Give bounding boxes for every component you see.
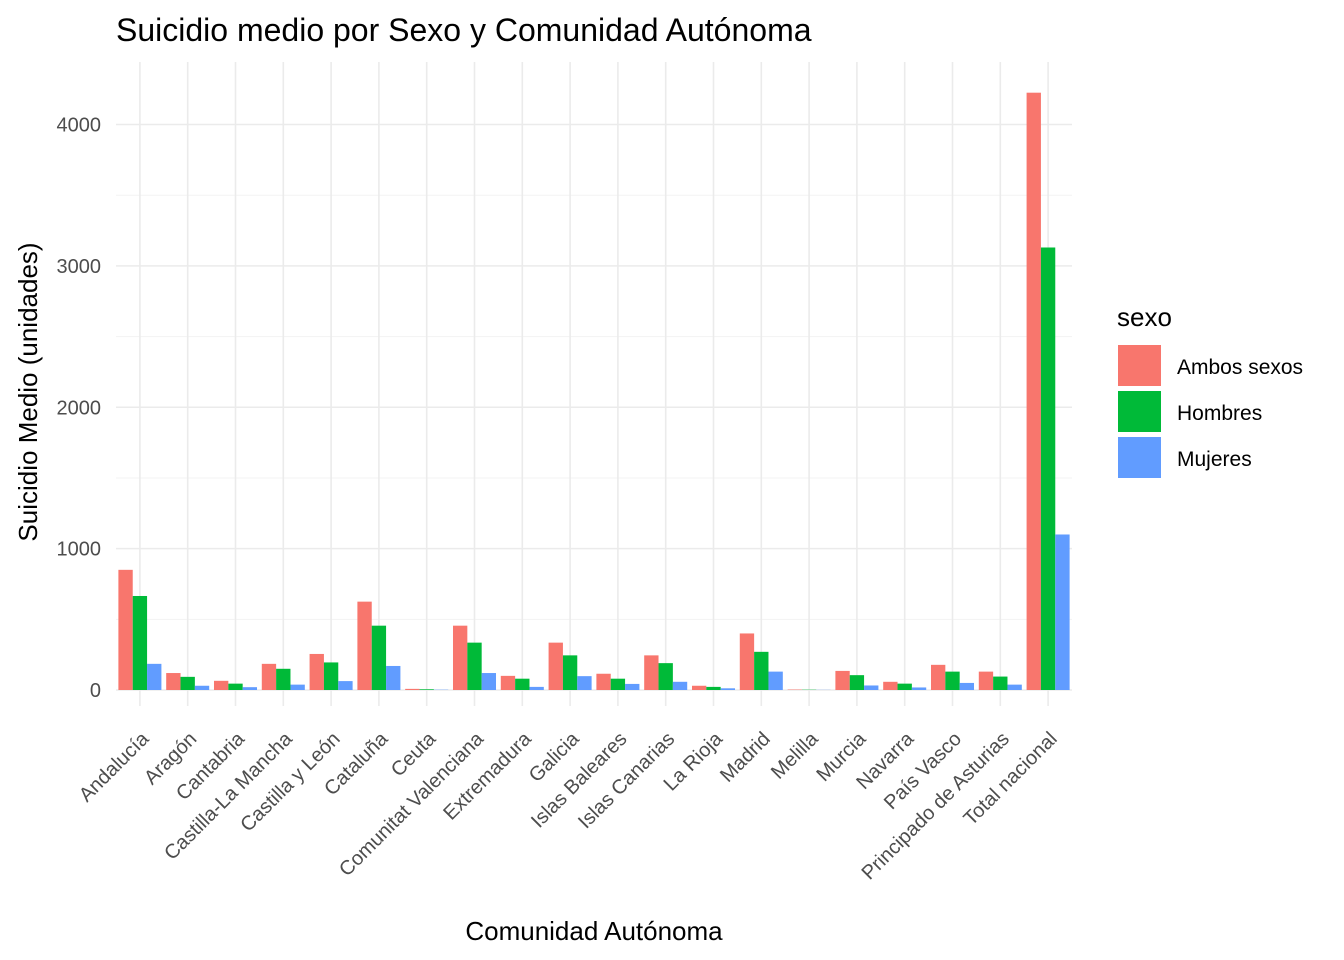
bar — [529, 686, 544, 690]
legend-swatch — [1118, 437, 1161, 478]
y-axis-ticks: 0 1000 2000 3000 4000 — [57, 115, 102, 703]
legend: sexo Ambos sexos Hombres Mujeres — [1117, 302, 1303, 478]
bar — [147, 663, 162, 690]
bar — [166, 673, 181, 690]
bar — [883, 681, 898, 690]
bar — [754, 651, 769, 690]
bar — [691, 685, 707, 690]
y-tick-label: 0 — [90, 680, 101, 702]
bar — [548, 642, 563, 690]
bar — [911, 687, 927, 690]
legend-swatch — [1118, 345, 1161, 386]
bar — [194, 685, 210, 690]
bar — [849, 675, 865, 690]
bar — [242, 687, 258, 690]
bar — [309, 653, 324, 690]
legend-swatch — [1118, 391, 1161, 432]
bar — [658, 663, 673, 690]
bar — [261, 663, 277, 690]
bar — [500, 675, 516, 690]
bar — [720, 688, 736, 690]
bar — [405, 688, 420, 690]
grid-lines — [116, 62, 1072, 706]
bar — [577, 676, 592, 690]
bar — [213, 680, 229, 690]
bar — [739, 633, 755, 690]
y-tick-label: 1000 — [57, 539, 102, 561]
bar — [945, 671, 960, 690]
y-axis-title: Suicidio Medio (unidades) — [13, 242, 43, 541]
bar — [228, 683, 243, 690]
bar — [562, 655, 578, 690]
bar — [897, 683, 912, 690]
bar — [1007, 684, 1022, 690]
bar — [515, 678, 530, 690]
bar — [323, 662, 339, 690]
x-tick-label: Melilla — [767, 727, 823, 783]
bar — [118, 569, 133, 690]
bar — [596, 673, 611, 690]
x-tick-label: Andalucía — [75, 727, 154, 806]
bar — [338, 681, 353, 690]
bar — [930, 664, 946, 690]
bar — [993, 676, 1008, 690]
chart-title: Suicidio medio por Sexo y Comunidad Autó… — [116, 12, 812, 48]
bar — [706, 686, 721, 690]
x-axis-title: Comunidad Autónoma — [465, 916, 723, 946]
bar — [864, 685, 879, 690]
bar — [672, 681, 688, 690]
bar — [452, 625, 468, 690]
bar — [610, 678, 626, 690]
legend-title: sexo — [1117, 302, 1172, 332]
bar — [768, 671, 783, 690]
bar — [1055, 534, 1070, 690]
bar — [386, 665, 401, 690]
bar — [467, 642, 482, 690]
x-tick-label: Madrid — [716, 728, 775, 787]
bar — [625, 683, 640, 690]
bar — [357, 601, 372, 690]
bar — [371, 625, 387, 690]
bar — [481, 673, 497, 690]
bar — [978, 671, 994, 690]
bar — [180, 676, 195, 690]
bar — [290, 684, 305, 690]
bar — [276, 668, 291, 690]
bar — [835, 670, 850, 690]
legend-label: Mujeres — [1177, 448, 1252, 471]
legend-label: Hombres — [1177, 402, 1262, 425]
legend-label: Ambos sexos — [1177, 356, 1303, 379]
bar — [1040, 247, 1056, 690]
y-tick-label: 4000 — [57, 115, 102, 137]
bars — [118, 92, 1070, 691]
bar — [644, 655, 659, 690]
bar — [419, 689, 434, 690]
y-tick-label: 2000 — [57, 397, 102, 419]
bar — [959, 682, 975, 690]
y-tick-label: 3000 — [57, 256, 102, 278]
bar — [1026, 92, 1041, 691]
bar — [132, 595, 148, 690]
